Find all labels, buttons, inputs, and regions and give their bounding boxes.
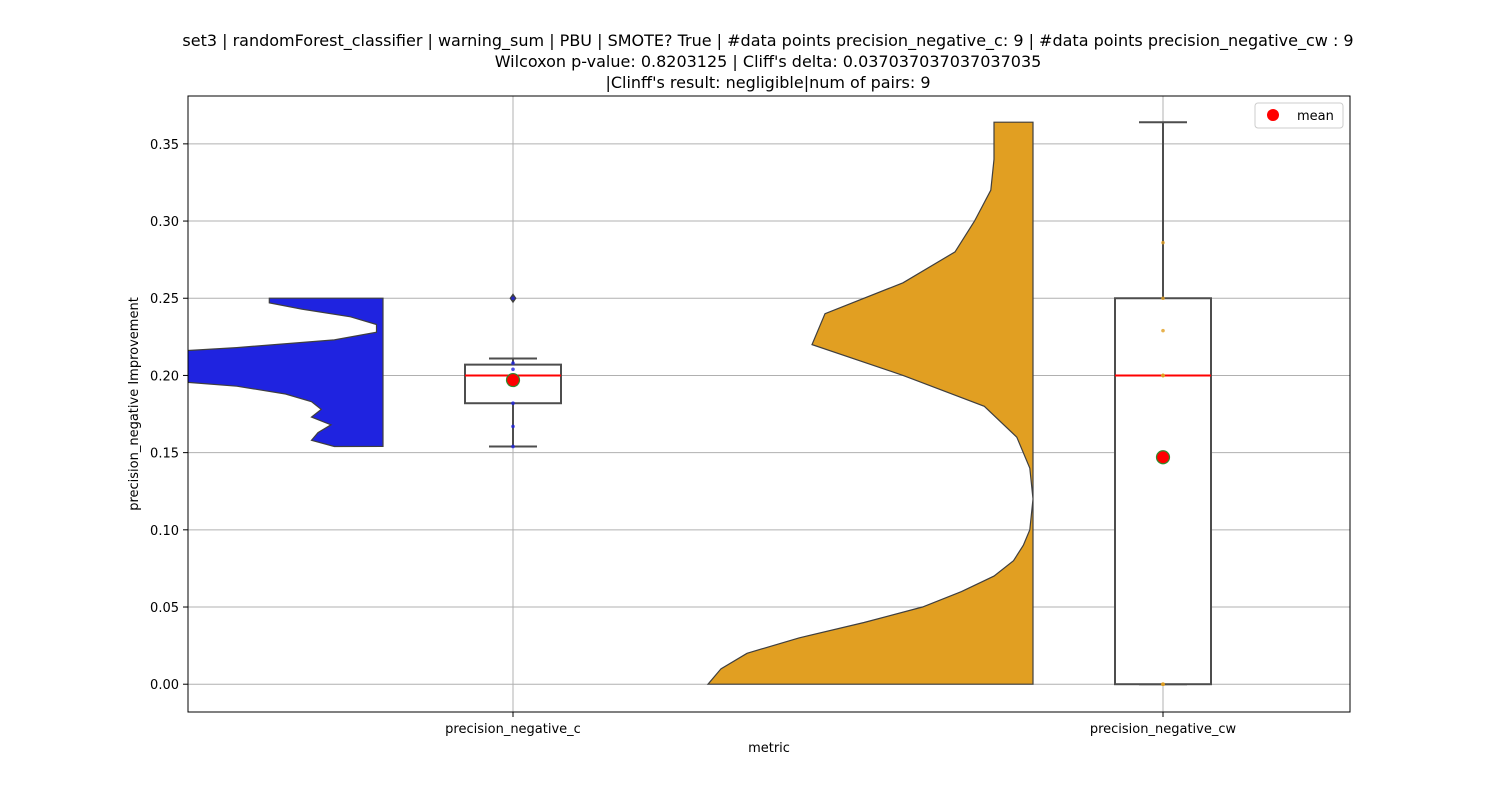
data-point-precision_negative_cw <box>1161 240 1165 245</box>
x-tick-label: precision_negative_cw <box>1090 722 1237 737</box>
title-line-1: set3 | randomForest_classifier | warning… <box>182 31 1353 51</box>
y-axis-label: precision_negative Improvement <box>127 297 142 511</box>
data-point-precision_negative_cw <box>1161 328 1165 333</box>
box-layer <box>464 121 1212 686</box>
y-tick-label: 0.20 <box>150 369 179 384</box>
y-tick-label: 0.25 <box>150 292 179 307</box>
legend-mean-label: mean <box>1297 109 1334 124</box>
legend-mean-marker <box>1267 109 1279 121</box>
y-tick-label: 0.10 <box>150 524 179 539</box>
y-tick-label: 0.00 <box>150 678 179 693</box>
plot-frame <box>187 95 1351 713</box>
chart-title: set3 | randomForest_classifier | warning… <box>182 31 1353 92</box>
legend: mean <box>1254 102 1344 129</box>
data-point-precision_negative_cw <box>1161 682 1165 687</box>
data-point-precision_negative_c <box>511 367 515 372</box>
title-line-2: Wilcoxon p-value: 0.8203125 | Cliff's de… <box>495 52 1042 71</box>
y-tick-label: 0.35 <box>150 138 179 153</box>
data-point-precision_negative_c <box>511 401 515 406</box>
mean-marker-precision_negative_cw <box>1155 450 1171 465</box>
data-point-precision_negative_cw <box>1161 373 1165 378</box>
violin-precision_negative_cw <box>706 121 1034 685</box>
mean-marker-precision_negative_c <box>505 372 521 388</box>
x-axis-label: metric <box>748 741 790 756</box>
axes: 0.00 0.05 0.10 0.15 0.20 0.25 0.30 0.35 precisio… <box>150 95 1351 737</box>
y-tick-label: 0.15 <box>150 447 179 462</box>
data-point-precision_negative_c <box>511 424 515 429</box>
y-tick-label: 0.05 <box>150 601 179 616</box>
data-point-precision_negative_c <box>511 296 515 301</box>
data-point-precision_negative_cw <box>1161 296 1165 301</box>
violin-layer <box>188 121 1034 685</box>
box-precision_negative_cw <box>1114 297 1212 686</box>
data-point-precision_negative_c <box>511 361 515 365</box>
y-tick-label: 0.30 <box>150 215 179 230</box>
legend-frame <box>1254 102 1344 129</box>
title-line-3: |Clinff's result: negligible|num of pair… <box>605 73 930 92</box>
data-point-precision_negative_c <box>511 444 515 449</box>
points-layer <box>505 240 1171 687</box>
x-tick-label: precision_negative_c <box>445 722 581 737</box>
violin-precision_negative_c <box>188 297 384 448</box>
